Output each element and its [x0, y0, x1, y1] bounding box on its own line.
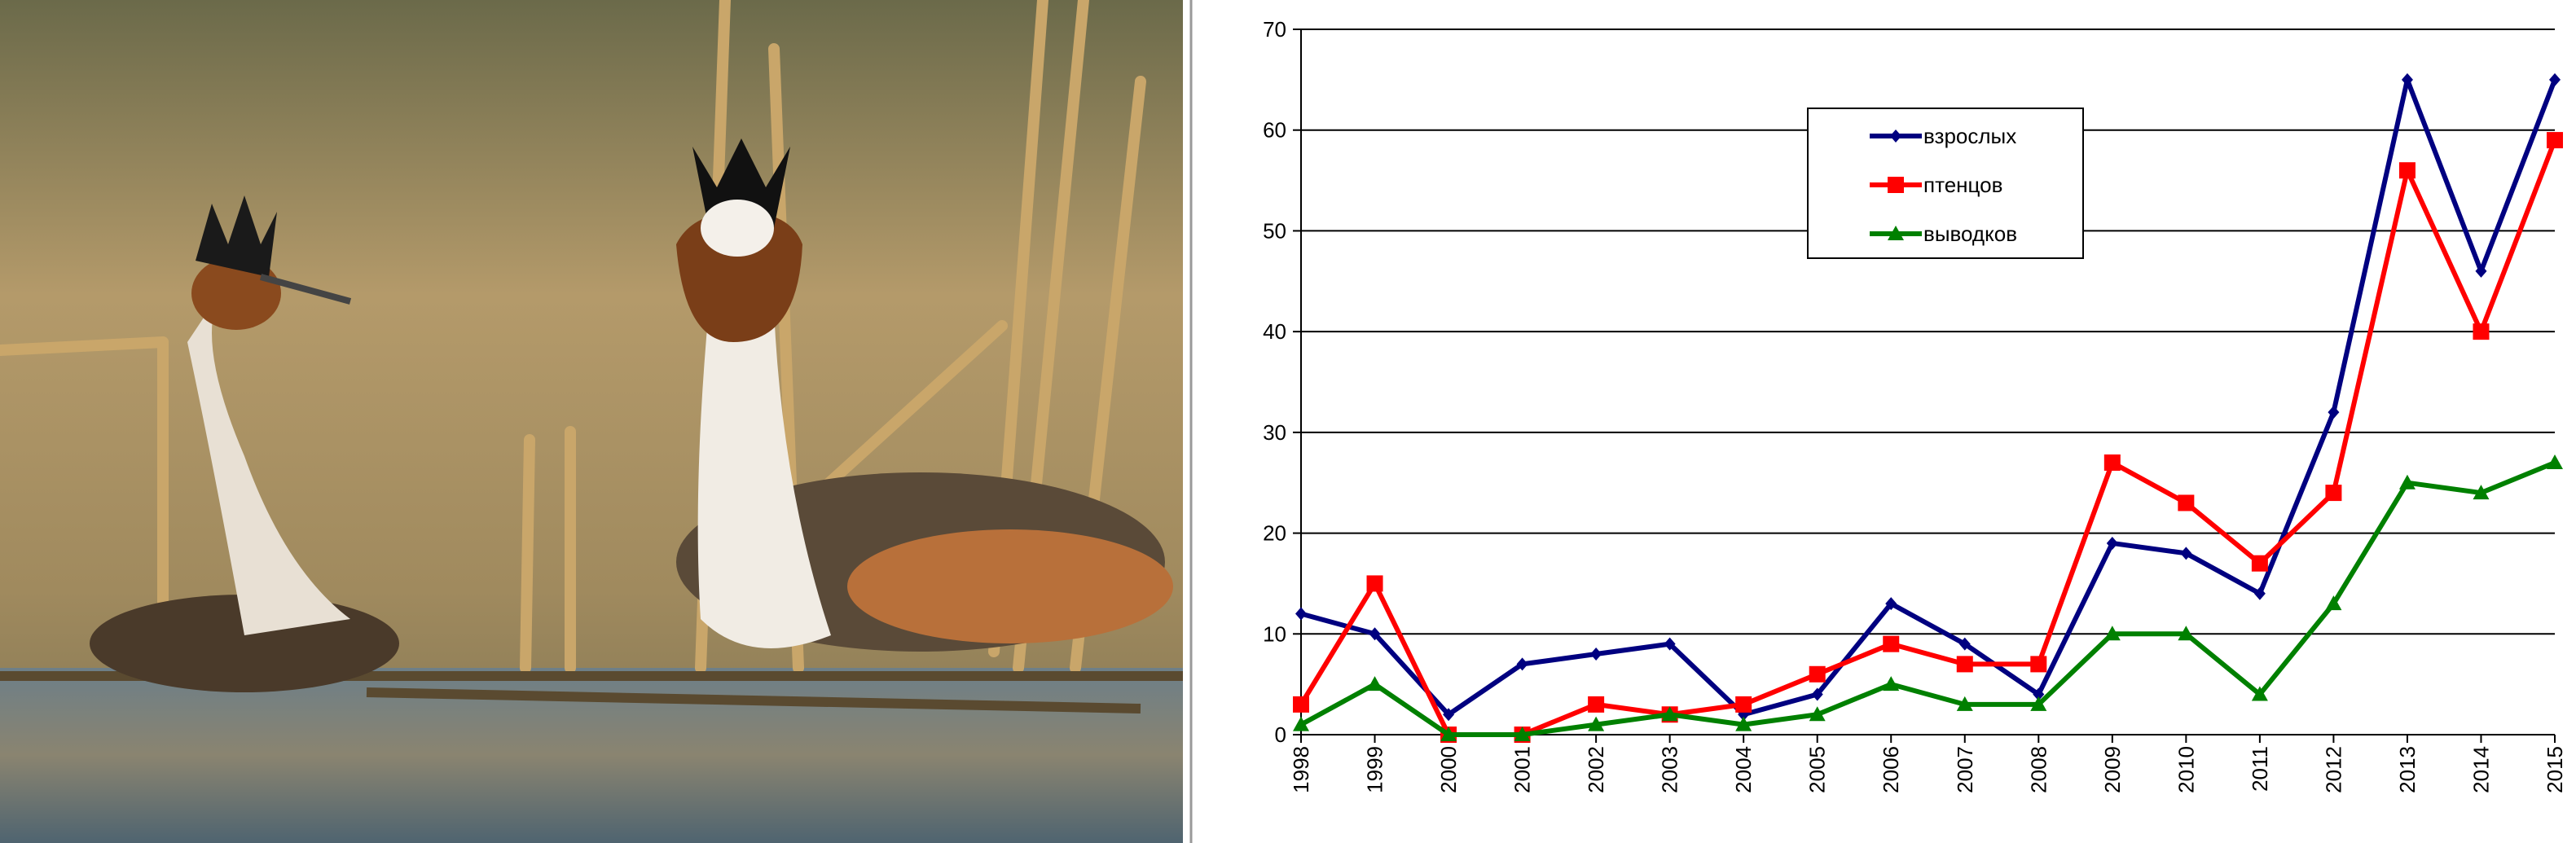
- marker: [1956, 656, 1973, 673]
- legend-label: выводков: [1923, 222, 2017, 246]
- marker: [1588, 716, 1605, 731]
- series-line: [1300, 77, 2557, 718]
- x-tick-label: 2003: [1658, 746, 1682, 793]
- marker: [1443, 708, 1455, 722]
- marker: [2328, 406, 2340, 419]
- x-tick-label: 2000: [1436, 746, 1461, 793]
- marker: [1883, 635, 1900, 652]
- x-tick-label: 2007: [1953, 746, 1977, 793]
- x-tick-label: 2008: [2026, 746, 2051, 793]
- y-tick-label: 30: [1263, 420, 1286, 445]
- legend-box: [1807, 108, 2084, 259]
- x-tick-label: 2011: [2248, 746, 2272, 792]
- marker: [1514, 727, 1531, 741]
- y-tick-label: 50: [1263, 218, 1286, 243]
- y-tick-label: 60: [1263, 118, 1286, 143]
- legend-label: птенцов: [1923, 173, 2002, 197]
- x-tick-label: 2004: [1731, 746, 1756, 793]
- x-tick-label: 2013: [2395, 746, 2420, 793]
- marker: [2030, 696, 2047, 711]
- x-tick-label: 1999: [1363, 746, 1387, 793]
- x-tick-label: 2001: [1510, 746, 1535, 793]
- x-tick-label: 2009: [2100, 746, 2125, 793]
- photo: [0, 0, 1183, 843]
- marker: [1888, 177, 1904, 193]
- marker: [1516, 657, 1528, 671]
- marker: [1588, 696, 1605, 713]
- marker: [1590, 648, 1602, 661]
- marker: [2106, 536, 2118, 550]
- marker: [2178, 626, 2195, 641]
- marker: [1293, 696, 1309, 713]
- marker: [1885, 597, 1897, 611]
- marker: [1888, 226, 1904, 240]
- marker: [1956, 696, 1973, 711]
- marker: [2103, 626, 2121, 641]
- marker: [2253, 586, 2266, 600]
- marker: [1661, 706, 1678, 722]
- y-tick-label: 20: [1263, 521, 1286, 546]
- marker: [2325, 595, 2342, 611]
- marker: [1366, 676, 1383, 692]
- marker: [2547, 454, 2563, 469]
- y-tick-label: 40: [1263, 319, 1286, 344]
- x-tick-label: 1998: [1289, 746, 1313, 793]
- y-tick-label: 10: [1263, 621, 1286, 646]
- marker: [2033, 687, 2045, 701]
- marker: [1883, 676, 1900, 692]
- marker: [2475, 264, 2487, 278]
- marker: [1890, 130, 1901, 143]
- marker: [2398, 474, 2416, 490]
- marker: [1293, 716, 1309, 731]
- marker: [1295, 607, 1307, 621]
- marker: [1735, 696, 1752, 713]
- x-tick-label: 2005: [1805, 746, 1830, 793]
- x-tick-label: 2006: [1879, 746, 1903, 793]
- marker: [2180, 547, 2192, 560]
- legend-label: взрослых: [1923, 124, 2016, 148]
- marker: [2251, 686, 2268, 701]
- x-tick-label: 2002: [1584, 746, 1608, 793]
- marker: [1809, 706, 1826, 722]
- marker: [2549, 72, 2561, 86]
- marker: [1811, 687, 1823, 701]
- marker: [2178, 494, 2195, 512]
- marker: [2251, 555, 2268, 572]
- x-tick-label: 2010: [2174, 746, 2198, 793]
- series-line: [1299, 460, 2556, 737]
- x-tick-label: 2014: [2468, 746, 2493, 793]
- marker: [1440, 727, 1457, 741]
- x-tick-label: 2015: [2543, 746, 2567, 793]
- marker: [2401, 72, 2413, 86]
- marker: [2473, 485, 2490, 500]
- marker: [2030, 656, 2047, 673]
- marker: [1809, 665, 1826, 683]
- y-tick-label: 0: [1275, 722, 1286, 747]
- chart: 0 10 20 30 40 50 60 70 1998 1999 2000 2001 2002 2003 2…: [1263, 17, 2567, 793]
- y-tick-label: 70: [1263, 17, 1286, 42]
- marker: [1735, 716, 1752, 731]
- marker: [2398, 162, 2416, 179]
- marker: [2103, 454, 2121, 471]
- marker: [1369, 627, 1381, 641]
- marker: [1366, 575, 1383, 592]
- marker: [2473, 323, 2490, 340]
- x-tick-label: 2012: [2321, 746, 2345, 793]
- marker: [1958, 637, 1971, 651]
- marker: [2547, 132, 2563, 149]
- marker: [2325, 485, 2342, 502]
- marker: [1664, 637, 1676, 651]
